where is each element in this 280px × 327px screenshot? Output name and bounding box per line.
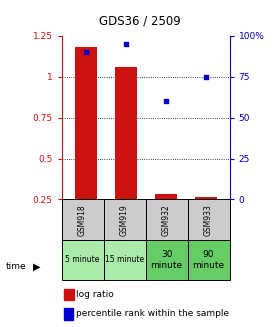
Bar (74, 47, 97, 199)
Bar (64, 308, 73, 320)
Text: 30
minute: 30 minute (151, 250, 183, 270)
Point (203, 74, 208, 79)
Bar (146, 240, 188, 280)
Bar (195, 197, 217, 199)
Bar (62, 240, 104, 280)
Point (123, 42, 128, 47)
Text: GSM919: GSM919 (120, 204, 129, 236)
Text: GSM933: GSM933 (204, 204, 213, 236)
Text: percentile rank within the sample: percentile rank within the sample (76, 309, 229, 318)
Text: ▶: ▶ (33, 262, 40, 271)
Text: log ratio: log ratio (76, 290, 114, 299)
Text: GSM932: GSM932 (162, 204, 171, 236)
Bar (146, 199, 188, 240)
Text: 15 minute: 15 minute (105, 255, 144, 265)
Bar (104, 199, 146, 240)
Bar (62, 199, 104, 240)
Text: time: time (6, 262, 26, 271)
Bar (155, 194, 177, 199)
Text: 5 minute: 5 minute (66, 255, 100, 265)
Bar (188, 199, 230, 240)
Point (83, 50, 88, 55)
Bar (115, 67, 137, 199)
Bar (188, 240, 230, 280)
Text: GDS36 / 2509: GDS36 / 2509 (99, 15, 181, 28)
Bar (64, 289, 74, 300)
Point (163, 99, 168, 104)
Text: 90
minute: 90 minute (193, 250, 225, 270)
Bar (104, 240, 146, 280)
Text: GSM918: GSM918 (78, 204, 87, 236)
